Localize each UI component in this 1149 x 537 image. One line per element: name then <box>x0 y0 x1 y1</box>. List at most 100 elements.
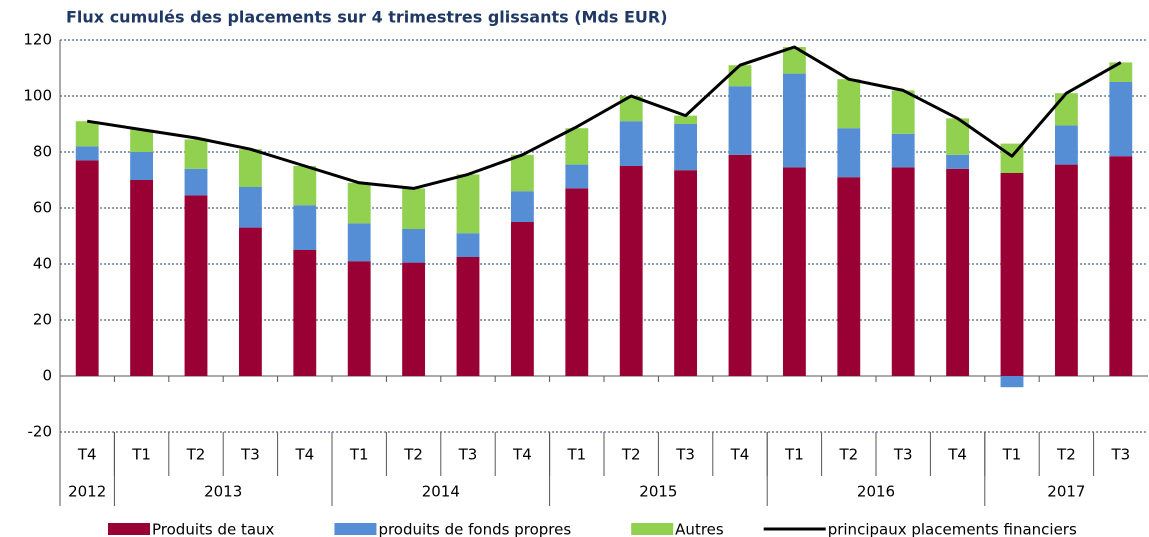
bar <box>565 164 589 189</box>
year-label: 2015 <box>639 483 677 501</box>
x-tick-label: T4 <box>294 446 314 464</box>
year-label: 2014 <box>422 483 460 501</box>
x-tick-label: T1 <box>349 446 369 464</box>
year-label: 2017 <box>1047 483 1085 501</box>
year-label: 2012 <box>68 483 106 501</box>
bar <box>184 168 208 196</box>
x-tick-label: T3 <box>675 446 695 464</box>
bar <box>782 73 806 168</box>
x-tick-label: T4 <box>77 446 97 464</box>
bar <box>946 168 970 376</box>
bar <box>619 166 643 376</box>
x-tick-label: T2 <box>621 446 641 464</box>
bar <box>456 257 480 376</box>
bar <box>75 146 99 161</box>
y-tick-label: 60 <box>33 199 52 217</box>
bar <box>238 227 262 376</box>
bar <box>782 167 806 376</box>
bar <box>510 222 534 376</box>
bar <box>130 129 154 152</box>
line <box>86 45 1122 190</box>
chart-title: Flux cumulés des placements sur 4 trimes… <box>66 8 668 27</box>
bar <box>293 250 317 376</box>
bar <box>837 177 861 376</box>
y-tick-label: 80 <box>33 143 52 161</box>
legend-label: produits de fonds propres <box>378 521 571 537</box>
bar <box>402 188 426 229</box>
bar <box>75 121 99 147</box>
bar <box>891 90 915 134</box>
x-tick-label: T1 <box>1002 446 1022 464</box>
bar <box>75 160 99 376</box>
bar <box>891 167 915 376</box>
x-tick-label: T2 <box>403 446 423 464</box>
legend-label: Autres <box>675 521 724 537</box>
bar <box>347 182 371 224</box>
bar <box>1109 156 1133 376</box>
x-tick-label: T1 <box>131 446 151 464</box>
x-tick-label: T3 <box>893 446 913 464</box>
bar <box>1109 82 1133 157</box>
bar <box>674 124 698 171</box>
legend-swatch <box>631 523 674 535</box>
bar <box>946 118 970 155</box>
bar <box>293 205 317 250</box>
y-tick-label: 20 <box>33 311 52 329</box>
x-tick-label: T1 <box>566 446 586 464</box>
bar <box>238 187 262 228</box>
bar <box>456 233 480 257</box>
x-tick-label: T3 <box>240 446 260 464</box>
x-tick-label: T3 <box>1110 446 1130 464</box>
bar <box>1000 173 1024 376</box>
legend-label: Produits de taux <box>152 521 275 537</box>
year-label: 2016 <box>857 483 895 501</box>
bar <box>1054 93 1078 126</box>
bar <box>728 65 752 87</box>
legend-swatch <box>334 523 377 535</box>
x-tick-label: T1 <box>784 446 804 464</box>
x-tick-label: T2 <box>838 446 858 464</box>
bar <box>674 170 698 376</box>
bar <box>456 174 480 234</box>
bar <box>1054 164 1078 376</box>
bar <box>728 154 752 376</box>
bar <box>782 47 806 74</box>
x-tick-label: T2 <box>1056 446 1076 464</box>
bar <box>891 133 915 168</box>
bar <box>402 229 426 263</box>
bar <box>238 149 262 187</box>
x-tick-label: T4 <box>512 446 532 464</box>
y-tick-label: 100 <box>23 87 52 105</box>
bar <box>347 261 371 376</box>
bar <box>347 223 371 262</box>
bar <box>1000 376 1024 388</box>
legend-swatch <box>108 523 150 535</box>
x-tick-label: T2 <box>186 446 206 464</box>
y-tick-label: 0 <box>42 367 52 385</box>
x-tick-label: T4 <box>730 446 750 464</box>
bar <box>837 128 861 178</box>
year-label: 2013 <box>204 483 242 501</box>
bar <box>402 262 426 376</box>
bar <box>619 121 643 166</box>
bar <box>565 188 589 376</box>
bar <box>184 195 208 376</box>
bar <box>130 152 154 180</box>
bar <box>130 180 154 376</box>
legend-label: principaux placements financiers <box>828 521 1077 537</box>
y-tick-label: -20 <box>28 423 53 441</box>
x-tick-label: T3 <box>458 446 478 464</box>
bar <box>1054 125 1078 165</box>
bar <box>293 166 317 206</box>
bar <box>946 154 970 169</box>
bar <box>674 115 698 124</box>
x-tick-label: T4 <box>947 446 967 464</box>
bar <box>728 86 752 155</box>
y-tick-label: 40 <box>33 255 52 273</box>
bar <box>619 96 643 122</box>
bar <box>837 79 861 129</box>
bar <box>510 191 534 222</box>
bar <box>565 128 589 165</box>
y-tick-label: 120 <box>23 31 52 49</box>
